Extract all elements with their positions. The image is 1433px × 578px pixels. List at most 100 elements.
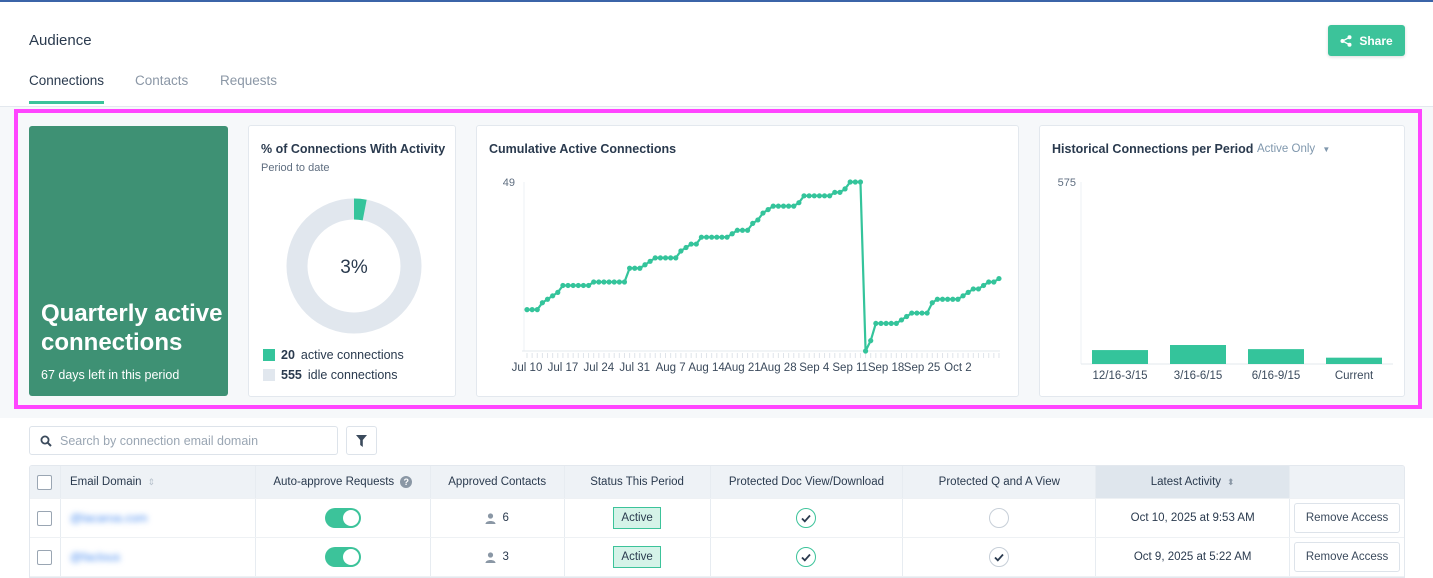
col-approved-contacts: Approved Contacts bbox=[431, 466, 565, 498]
data-point bbox=[770, 203, 776, 209]
data-point bbox=[616, 279, 622, 285]
data-point bbox=[570, 282, 576, 289]
caret-down-icon: ▼ bbox=[1322, 145, 1331, 154]
bar bbox=[1092, 350, 1148, 364]
data-point bbox=[734, 227, 740, 233]
auto-approve-toggle[interactable] bbox=[324, 508, 361, 528]
sort-icon: ⇕ bbox=[147, 476, 156, 487]
data-point bbox=[801, 193, 807, 199]
active-only-dropdown[interactable]: Active Only ▼ bbox=[1257, 143, 1330, 155]
data-point bbox=[657, 255, 663, 261]
search-box[interactable] bbox=[29, 426, 338, 455]
col-email-domain[interactable]: Email Domain ⇕ bbox=[61, 466, 256, 498]
bar bbox=[1248, 349, 1304, 364]
legend-label: idle connections bbox=[307, 368, 398, 382]
data-point bbox=[775, 203, 781, 209]
data-point bbox=[991, 279, 997, 285]
email-domain[interactable]: @lacaroa.com bbox=[69, 511, 148, 525]
data-point bbox=[668, 255, 674, 261]
activity-card: % of Connections With Activity Period to… bbox=[248, 125, 456, 397]
legend-swatch bbox=[263, 369, 275, 381]
data-point bbox=[709, 234, 715, 240]
legend-idle: 555 idle connections bbox=[263, 368, 398, 382]
col-status: Status This Period bbox=[565, 466, 711, 498]
data-point bbox=[637, 265, 643, 271]
data-point bbox=[529, 307, 535, 313]
col-qa-view: Protected Q and A View bbox=[903, 466, 1097, 498]
data-point bbox=[606, 279, 612, 285]
remove-access-button[interactable]: Remove Access bbox=[1293, 503, 1401, 533]
historical-bar-chart: 575 12/16-3/15 3/16-6/15 6/16-9/15 Current bbox=[1058, 177, 1393, 382]
days-left: 67 days left in this period bbox=[41, 368, 180, 382]
data-point bbox=[862, 348, 869, 354]
data-point bbox=[688, 241, 694, 247]
user-icon bbox=[485, 551, 496, 563]
col-doc-view: Protected Doc View/Download bbox=[711, 466, 904, 498]
data-point bbox=[837, 189, 843, 195]
data-point bbox=[673, 255, 679, 261]
x-tick-label: Aug 21 bbox=[724, 362, 760, 374]
data-point bbox=[970, 286, 976, 292]
donut-chart: 3% bbox=[286, 198, 422, 334]
donut-active-arc bbox=[286, 198, 422, 334]
data-point bbox=[683, 244, 689, 251]
share-label: Share bbox=[1359, 33, 1393, 48]
data-point bbox=[919, 310, 925, 316]
col-actions bbox=[1290, 466, 1404, 498]
sort-desc-icon: ⬍ bbox=[1227, 476, 1235, 487]
top-border bbox=[0, 0, 1433, 2]
auto-approve-toggle[interactable] bbox=[324, 547, 361, 567]
data-point bbox=[965, 289, 971, 295]
data-point bbox=[565, 282, 571, 289]
bar bbox=[1170, 345, 1226, 364]
row-checkbox[interactable] bbox=[37, 549, 53, 565]
data-point bbox=[750, 220, 756, 226]
tab-requests[interactable]: Requests bbox=[220, 73, 278, 88]
tab-connections[interactable]: Connections bbox=[29, 73, 105, 88]
data-point bbox=[765, 206, 771, 213]
data-point bbox=[914, 310, 920, 316]
check-icon bbox=[994, 553, 1004, 562]
data-point bbox=[796, 200, 802, 206]
tab-contacts[interactable]: Contacts bbox=[135, 73, 189, 88]
data-point bbox=[729, 231, 735, 237]
x-tick-label: 6/16-9/15 bbox=[1252, 370, 1301, 382]
data-point bbox=[857, 179, 864, 185]
data-point bbox=[893, 320, 899, 327]
x-tick-label: Sep 11 bbox=[832, 362, 868, 374]
select-all-checkbox[interactable] bbox=[37, 474, 53, 490]
data-point bbox=[662, 255, 669, 261]
share-button[interactable]: Share bbox=[1328, 25, 1405, 56]
col-latest-activity[interactable]: Latest Activity ⬍ bbox=[1096, 466, 1291, 498]
data-point bbox=[986, 279, 992, 285]
x-tick-label: Aug 14 bbox=[688, 362, 725, 374]
data-point bbox=[647, 258, 653, 264]
x-tick-label: Jul 17 bbox=[548, 362, 579, 374]
data-point bbox=[852, 179, 858, 185]
email-domain[interactable]: @faclous bbox=[69, 550, 121, 564]
data-point bbox=[842, 186, 848, 192]
data-point bbox=[575, 282, 581, 289]
table-row: @faclous 3 Active Oct 9, 2025 at 5:22 AM… bbox=[30, 538, 1404, 577]
data-point bbox=[550, 293, 556, 299]
data-point bbox=[878, 320, 884, 327]
data-point bbox=[591, 279, 597, 285]
x-tick-label: Aug 7 bbox=[656, 362, 686, 374]
data-point bbox=[642, 262, 648, 268]
help-icon[interactable]: ? bbox=[400, 476, 413, 488]
doc-view-check-icon bbox=[796, 547, 817, 567]
bar bbox=[1326, 357, 1382, 364]
data-point bbox=[755, 217, 761, 223]
legend-count: 20 bbox=[281, 348, 295, 362]
search-input[interactable] bbox=[60, 433, 320, 448]
data-point bbox=[934, 296, 940, 302]
data-point bbox=[698, 234, 705, 240]
data-point bbox=[760, 210, 766, 216]
data-point bbox=[739, 227, 746, 233]
remove-access-button[interactable]: Remove Access bbox=[1293, 542, 1401, 572]
data-point bbox=[975, 286, 982, 292]
row-checkbox[interactable] bbox=[37, 510, 53, 526]
latest-activity: Oct 10, 2025 at 9:53 AM bbox=[1130, 512, 1255, 524]
col-auto-approve: Auto-approve Requests? bbox=[256, 466, 431, 498]
filter-button[interactable] bbox=[346, 426, 377, 455]
